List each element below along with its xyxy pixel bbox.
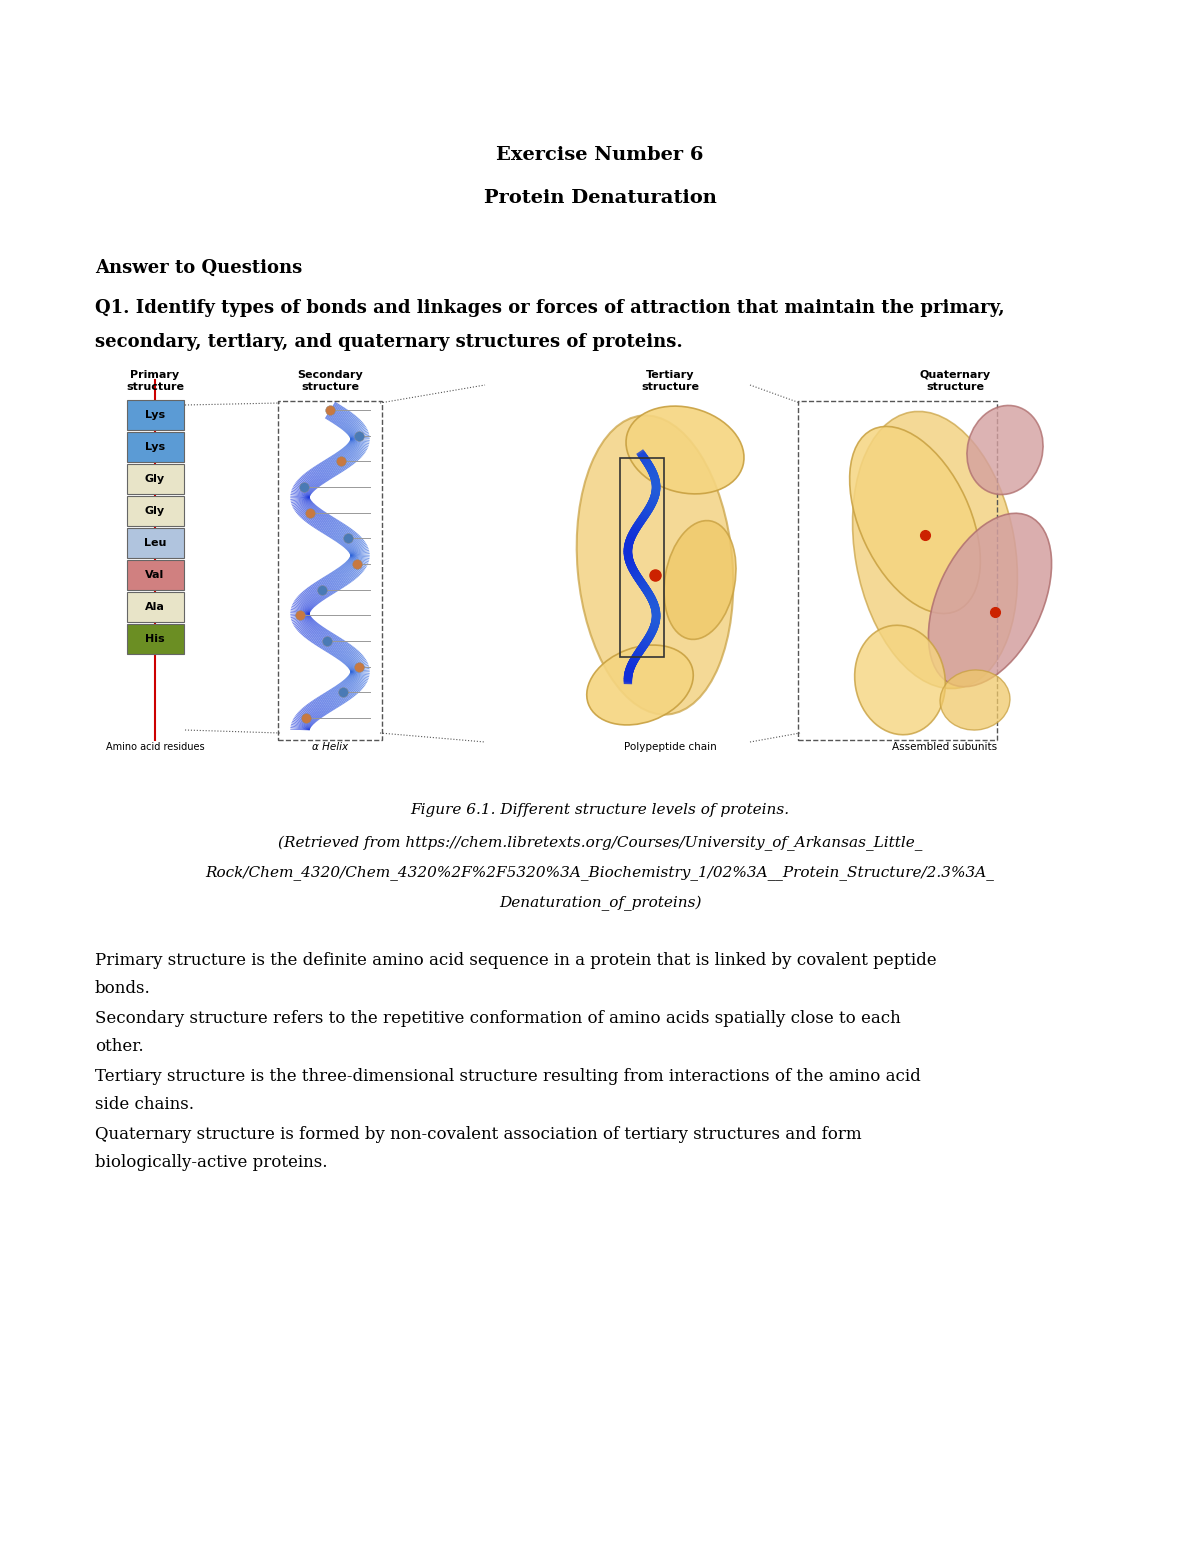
FancyBboxPatch shape	[126, 464, 184, 494]
Text: bonds.: bonds.	[95, 980, 151, 997]
FancyBboxPatch shape	[126, 495, 184, 526]
Text: Ala: Ala	[145, 603, 164, 612]
Text: (Retrieved from https://chem.libretexts.org/Courses/University_of_Arkansas_Littl: (Retrieved from https://chem.libretexts.…	[278, 836, 922, 851]
Ellipse shape	[854, 626, 946, 735]
FancyBboxPatch shape	[126, 624, 184, 654]
FancyBboxPatch shape	[126, 528, 184, 558]
Text: Primary
structure: Primary structure	[126, 370, 184, 391]
Text: other.: other.	[95, 1037, 144, 1054]
Text: α Helix: α Helix	[312, 742, 348, 752]
Ellipse shape	[852, 412, 1018, 688]
Text: His: His	[145, 634, 164, 644]
Ellipse shape	[587, 644, 694, 725]
FancyBboxPatch shape	[126, 561, 184, 590]
Text: Lys: Lys	[145, 443, 166, 452]
FancyBboxPatch shape	[126, 432, 184, 461]
Text: side chains.: side chains.	[95, 1096, 194, 1114]
Text: Answer to Questions: Answer to Questions	[95, 259, 302, 276]
Text: Gly: Gly	[145, 506, 166, 516]
Text: Primary structure is the definite amino acid sequence in a protein that is linke: Primary structure is the definite amino …	[95, 952, 937, 969]
Text: Tertiary
structure: Tertiary structure	[641, 370, 698, 391]
Text: Quaternary
structure: Quaternary structure	[919, 370, 990, 391]
Text: Gly: Gly	[145, 474, 166, 485]
Text: Leu: Leu	[144, 537, 166, 548]
Ellipse shape	[929, 514, 1051, 686]
Text: secondary, tertiary, and quaternary structures of proteins.: secondary, tertiary, and quaternary stru…	[95, 332, 683, 351]
Ellipse shape	[850, 427, 980, 613]
Ellipse shape	[577, 415, 733, 714]
Text: Denaturation_of_proteins): Denaturation_of_proteins)	[499, 896, 701, 910]
Text: Protein Denaturation: Protein Denaturation	[484, 189, 716, 207]
Text: Lys: Lys	[145, 410, 166, 419]
Text: Exercise Number 6: Exercise Number 6	[497, 146, 703, 165]
Text: Figure 6.1. Different structure levels of proteins.: Figure 6.1. Different structure levels o…	[410, 803, 790, 817]
Text: Amino acid residues: Amino acid residues	[106, 742, 204, 752]
Text: Polypeptide chain: Polypeptide chain	[624, 742, 716, 752]
Ellipse shape	[940, 669, 1010, 730]
Text: Quaternary structure is formed by non-covalent association of tertiary structure: Quaternary structure is formed by non-co…	[95, 1126, 862, 1143]
Text: Val: Val	[145, 570, 164, 579]
Ellipse shape	[967, 405, 1043, 494]
FancyBboxPatch shape	[126, 401, 184, 430]
Text: Rock/Chem_4320/Chem_4320%2F%2F5320%3A_Biochemistry_1/02%3A__Protein_Structure/2.: Rock/Chem_4320/Chem_4320%2F%2F5320%3A_Bi…	[205, 865, 995, 881]
Text: Secondary structure refers to the repetitive conformation of amino acids spatial: Secondary structure refers to the repeti…	[95, 1009, 901, 1027]
Text: Secondary
structure: Secondary structure	[298, 370, 362, 391]
Text: Q1. Identify types of bonds and linkages or forces of attraction that maintain t: Q1. Identify types of bonds and linkages…	[95, 300, 1004, 317]
Ellipse shape	[626, 405, 744, 494]
Ellipse shape	[664, 520, 736, 640]
Text: Tertiary structure is the three-dimensional structure resulting from interaction: Tertiary structure is the three-dimensio…	[95, 1068, 920, 1086]
Text: biologically-active proteins.: biologically-active proteins.	[95, 1154, 328, 1171]
FancyBboxPatch shape	[126, 592, 184, 623]
Text: Assembled subunits: Assembled subunits	[893, 742, 997, 752]
